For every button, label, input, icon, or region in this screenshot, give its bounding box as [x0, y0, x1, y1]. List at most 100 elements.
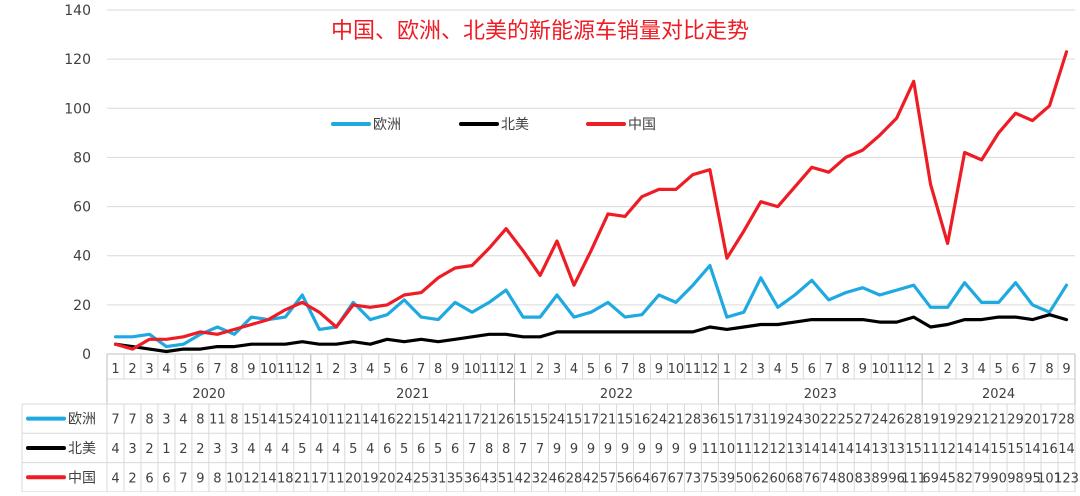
table-cell-value: 6 — [383, 442, 391, 457]
table-cell-value: 1 — [162, 442, 170, 457]
month-tick-label: 2 — [332, 362, 340, 377]
month-tick-label: 6 — [1011, 362, 1019, 377]
chart-title: 中国、欧洲、北美的新能源车销量对比走势 — [331, 19, 749, 44]
legend-label: 欧洲 — [373, 117, 401, 133]
month-tick-label: 9 — [1062, 362, 1070, 377]
table-cell-value: 21 — [990, 413, 1007, 428]
table-cell-value: 36 — [702, 413, 719, 428]
table-cell-value: 7 — [179, 471, 187, 486]
month-tick-label: 11 — [481, 362, 498, 377]
table-cell-value: 21 — [668, 413, 685, 428]
month-tick-label: 12 — [498, 362, 515, 377]
table-cell-value: 14 — [854, 442, 871, 457]
month-tick-label: 3 — [349, 362, 357, 377]
table-cell-value: 16 — [1041, 442, 1058, 457]
table-cell-value: 80 — [837, 471, 854, 486]
table-cell-value: 96 — [888, 471, 905, 486]
table-cell-value: 82 — [956, 471, 973, 486]
table-cell-value: 43 — [481, 471, 498, 486]
table-cell-value: 20 — [379, 471, 396, 486]
table-series-name: 欧洲 — [68, 412, 96, 428]
table-cell-value: 123 — [1054, 471, 1079, 486]
table-cell-value: 4 — [264, 442, 272, 457]
table-cell-value: 19 — [939, 413, 956, 428]
y-tick-label: 20 — [73, 298, 91, 314]
table-cell-value: 68 — [787, 471, 804, 486]
table-cell-value: 28 — [1058, 413, 1075, 428]
table-cell-value: 69 — [922, 471, 939, 486]
table-cell-value: 12 — [753, 442, 770, 457]
month-tick-label: 9 — [451, 362, 459, 377]
table-cell-value: 21 — [600, 413, 617, 428]
table-cell-value: 15 — [617, 413, 634, 428]
month-tick-label: 3 — [145, 362, 153, 377]
table-cell-value: 24 — [871, 413, 888, 428]
month-tick-label: 10 — [260, 362, 277, 377]
table-cell-value: 42 — [583, 471, 600, 486]
table-cell-value: 8 — [145, 413, 153, 428]
table-cell-value: 7 — [468, 442, 476, 457]
table-cell-value: 45 — [939, 471, 956, 486]
month-tick-label: 4 — [366, 362, 374, 377]
month-tick-label: 9 — [247, 362, 255, 377]
table-cell-value: 5 — [298, 442, 306, 457]
table-cell-value: 75 — [702, 471, 719, 486]
table-cell-value: 6 — [451, 442, 459, 457]
table-cell-value: 79 — [973, 471, 990, 486]
table-cell-value: 9 — [570, 442, 578, 457]
table-cell-value: 6 — [417, 442, 425, 457]
table-cell-value: 83 — [854, 471, 871, 486]
table-series-name: 中国 — [68, 470, 96, 486]
table-cell-value: 3 — [213, 442, 221, 457]
table-cell-value: 76 — [803, 471, 820, 486]
table-cell-value: 6 — [162, 471, 170, 486]
table-cell-value: 17 — [583, 413, 600, 428]
month-tick-label: 2 — [943, 362, 951, 377]
month-tick-label: 8 — [1045, 362, 1053, 377]
month-tick-label: 6 — [400, 362, 408, 377]
month-tick-label: 3 — [553, 362, 561, 377]
table-cell-value: 9 — [689, 442, 697, 457]
table-cell-value: 35 — [447, 471, 464, 486]
month-tick-label: 5 — [994, 362, 1002, 377]
table-cell-value: 21 — [973, 413, 990, 428]
y-tick-label: 100 — [64, 101, 91, 117]
table-cell-value: 15 — [1007, 442, 1024, 457]
month-tick-label: 3 — [960, 362, 968, 377]
table-cell-value: 56 — [617, 471, 634, 486]
table-cell-value: 8 — [502, 442, 510, 457]
table-cell-value: 4 — [315, 442, 323, 457]
y-tick-label: 120 — [64, 52, 91, 68]
month-tick-label: 2 — [740, 362, 748, 377]
data-table: 欧洲 7 7 8 3 4 8 11 8 15 14 15 24 10 11 21 14 16 22 15 14 21 17 2… — [21, 403, 1079, 493]
series-lines — [113, 50, 1069, 354]
y-tick-label: 80 — [73, 150, 91, 166]
table-cell-value: 26 — [498, 413, 515, 428]
table-cell-value: 2 — [128, 471, 136, 486]
month-tick-label: 5 — [791, 362, 799, 377]
table-cell-value: 15 — [719, 413, 736, 428]
table-cell-value: 3 — [162, 413, 170, 428]
table-cell-value: 67 — [651, 471, 668, 486]
month-tick-label: 11 — [888, 362, 905, 377]
month-tick-label: 3 — [757, 362, 765, 377]
table-cell-value: 111 — [901, 471, 926, 486]
month-tick-label: 9 — [655, 362, 663, 377]
table-cell-value: 4 — [281, 442, 289, 457]
table-cell-value: 5 — [400, 442, 408, 457]
table-cell-value: 14 — [956, 442, 973, 457]
month-tick-label: 6 — [604, 362, 612, 377]
table-cell-value: 14 — [430, 413, 447, 428]
table-cell-value: 15 — [905, 442, 922, 457]
table-cell-value: 10 — [719, 442, 736, 457]
table-cell-value: 24 — [396, 471, 413, 486]
month-tick-label: 11 — [685, 362, 702, 377]
table-cell-value: 9 — [604, 442, 612, 457]
year-tick-label: 2020 — [192, 387, 225, 402]
table-cell-value: 11 — [209, 413, 226, 428]
month-tick-label: 1 — [927, 362, 935, 377]
table-cell-value: 46 — [549, 471, 566, 486]
month-tick-label: 5 — [179, 362, 187, 377]
table-cell-value: 29 — [956, 413, 973, 428]
